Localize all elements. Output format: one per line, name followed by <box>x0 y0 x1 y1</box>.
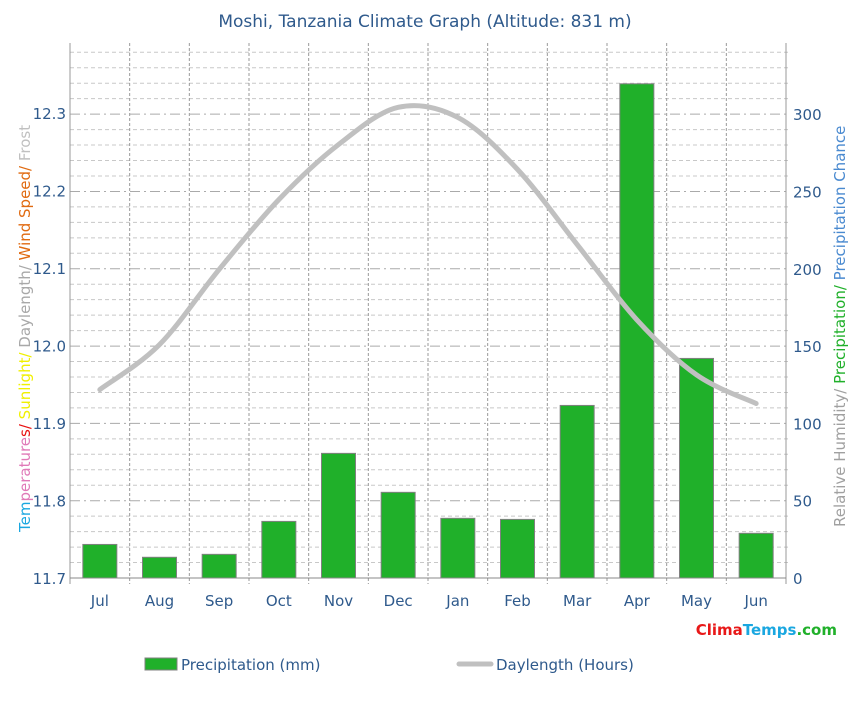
climatemps-logo[interactable]: ClimaTemps.com <box>696 621 837 639</box>
precipitation-bar-oct <box>261 520 297 579</box>
left-tick-label: 12.2 <box>33 182 66 200</box>
label-part: Precipitation Chance <box>831 126 849 281</box>
precipitation-bar-jul <box>82 543 118 579</box>
x-tick-label: Jul <box>90 592 109 610</box>
label-part: .com <box>796 621 837 639</box>
label-part: Precipitation/ <box>831 280 849 384</box>
precipitation-bar-may <box>679 357 714 579</box>
label-part: Daylength/ <box>16 260 34 347</box>
label-part: Clima <box>696 621 743 639</box>
legend: Precipitation (mm) Daylength (Hours) <box>144 656 634 674</box>
right-tick-label: 50 <box>793 493 812 511</box>
x-tick-label: Dec <box>384 592 413 610</box>
precipitation-bar-feb <box>500 518 535 579</box>
label-part: s/ <box>16 419 34 437</box>
x-tick-label: Apr <box>624 592 651 610</box>
precipitation-bar-mar <box>559 404 595 579</box>
right-tick-label: 100 <box>793 415 822 433</box>
left-axis-title: Temperatures/ Sunlight/ Daylength/ Wind … <box>16 125 34 533</box>
grid <box>70 43 789 584</box>
label-part: perature <box>16 437 34 502</box>
x-tick-label: Feb <box>504 592 531 610</box>
label-part: Wind Speed/ <box>16 161 34 260</box>
right-tick-label: 0 <box>793 570 803 588</box>
x-tick-label: Jan <box>445 592 469 610</box>
left-tick-label: 12.1 <box>33 260 66 278</box>
x-tick-label: May <box>681 592 712 610</box>
label-part: Frost <box>16 125 34 161</box>
label-part: Relative Humidity/ <box>831 384 849 527</box>
left-tick-label: 11.8 <box>33 492 66 510</box>
left-tick-label: 12.3 <box>33 105 66 123</box>
precipitation-bar-dec <box>380 491 416 579</box>
legend-precipitation-swatch <box>144 657 178 671</box>
axes <box>69 43 787 584</box>
right-tick-label: 300 <box>793 106 822 124</box>
right-axis-ticks: 0 50 100 150 200 250 300 <box>793 106 822 588</box>
right-tick-label: 250 <box>793 183 822 201</box>
left-tick-label: 12.0 <box>33 337 66 355</box>
legend-precipitation-label: Precipitation (mm) <box>181 656 320 674</box>
precipitation-bar-aug <box>142 556 177 579</box>
right-tick-label: 200 <box>793 261 822 279</box>
right-tick-label: 150 <box>793 338 822 356</box>
label-part: Temps <box>743 621 797 639</box>
precipitation-bar-jun <box>738 532 774 579</box>
x-tick-label: Nov <box>324 592 353 610</box>
left-axis-ticks: 11.7 11.8 11.9 12.0 12.1 12.2 12.3 <box>33 105 66 588</box>
daylength-line <box>97 103 759 407</box>
precipitation-bar-sep <box>201 553 237 579</box>
x-tick-label: Aug <box>145 592 174 610</box>
precipitation-bar-jan <box>440 517 476 579</box>
x-tick-label: Jun <box>743 592 767 610</box>
left-tick-label: 11.9 <box>33 415 66 433</box>
x-tick-label: Sep <box>205 592 233 610</box>
x-tick-label: Oct <box>266 592 292 610</box>
label-part: Sunlight/ <box>16 348 34 420</box>
left-tick-label: 11.7 <box>33 570 66 588</box>
x-tick-label: Mar <box>563 592 592 610</box>
x-axis-labels: Jul Aug Sep Oct Nov Dec Jan Feb Mar Apr May Jun <box>90 592 768 610</box>
legend-daylength-label: Daylength (Hours) <box>496 656 634 674</box>
chart-title: Moshi, Tanzania Climate Graph (Altitude:… <box>218 12 631 32</box>
precipitation-bar-nov <box>321 452 356 579</box>
label-part: Tem <box>16 502 34 533</box>
right-axis-title: Relative Humidity/ Precipitation/ Precip… <box>831 126 849 527</box>
